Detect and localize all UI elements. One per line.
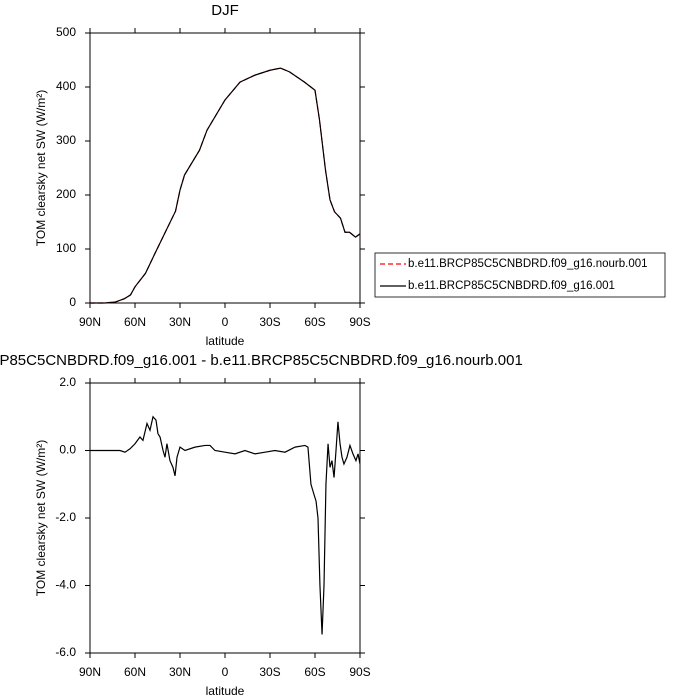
x-tick-label: 30N	[169, 315, 191, 329]
series-line	[90, 67, 361, 304]
x-tick-label: 0	[222, 665, 229, 679]
y-tick-label: 2.0	[59, 375, 76, 389]
x-tick-label: 90N	[79, 315, 101, 329]
legend-label: b.e11.BRCP85C5CNBDRD.f09_g16.001	[408, 280, 615, 292]
x-tick-label: 0	[222, 315, 229, 329]
chart-title: DJF	[211, 2, 239, 19]
x-tick-label: 90N	[79, 665, 101, 679]
x-tick-label: 60S	[304, 665, 325, 679]
x-tick-label: 60N	[124, 665, 146, 679]
legend-box	[374, 252, 666, 298]
x-tick-label: 30S	[259, 315, 280, 329]
y-tick-label: 500	[56, 25, 76, 39]
y-tick-label: -2.0	[55, 510, 76, 524]
y-tick-label: -4.0	[55, 578, 76, 592]
plot-frame	[89, 32, 361, 304]
x-tick-label: 60N	[124, 315, 146, 329]
y-tick-label: 0	[69, 295, 76, 309]
y-tick-label: 400	[56, 79, 76, 93]
x-axis-label: latitude	[206, 684, 245, 698]
x-tick-label: 30S	[259, 665, 280, 679]
y-tick-label: 200	[56, 187, 76, 201]
x-tick-label: 90S	[349, 315, 370, 329]
y-tick-label: 100	[56, 241, 76, 255]
y-tick-label: 300	[56, 133, 76, 147]
y-tick-label: 0.0	[59, 443, 76, 457]
y-axis-label: TOM clearsky net SW (W/m²)	[34, 90, 48, 246]
x-tick-label: 60S	[304, 315, 325, 329]
chart-title: b.e11.BRCP85C5CNBDRD.f09_g16.001 - b.e11…	[0, 352, 523, 369]
series-line	[90, 67, 361, 304]
y-tick-label: -6.0	[55, 645, 76, 659]
y-axis-label: TOM clearsky net SW (W/m²)	[34, 440, 48, 596]
x-tick-label: 90S	[349, 665, 370, 679]
x-tick-label: 30N	[169, 665, 191, 679]
plot-frame	[89, 382, 361, 654]
series-line	[90, 415, 361, 635]
legend-label: b.e11.BRCP85C5CNBDRD.f09_g16.nourb.001	[408, 258, 648, 270]
x-axis-label: latitude	[206, 334, 245, 348]
